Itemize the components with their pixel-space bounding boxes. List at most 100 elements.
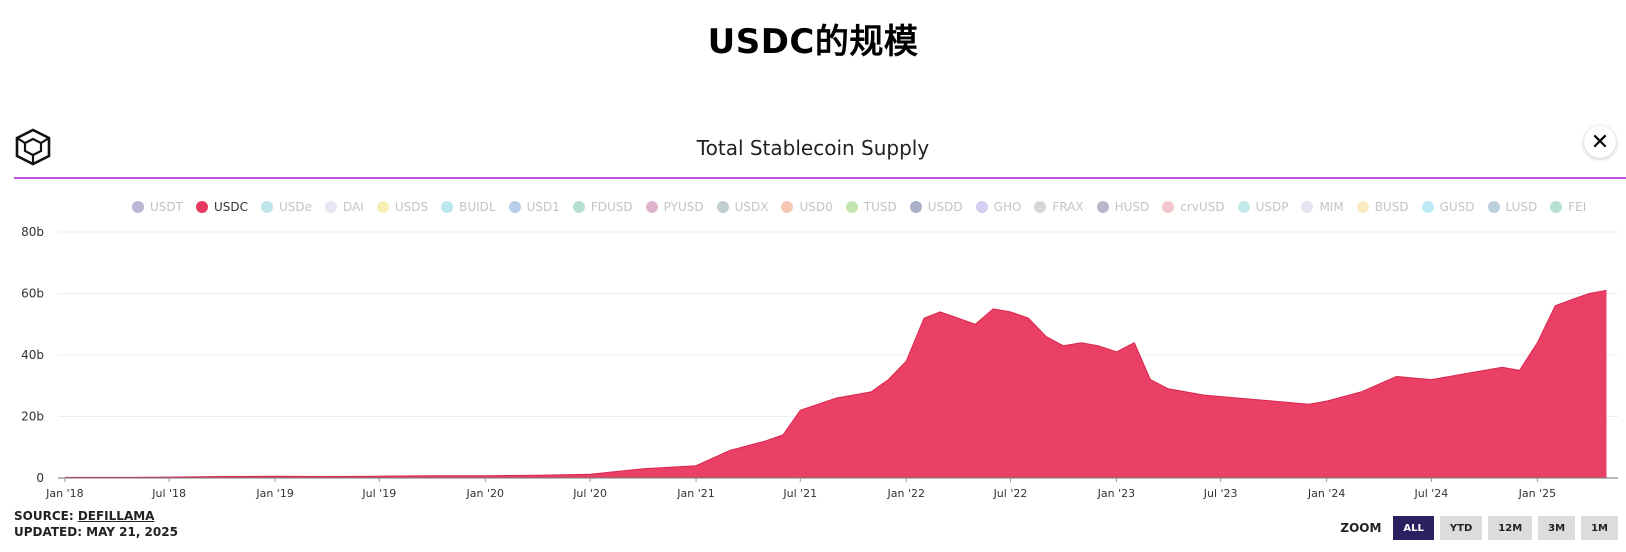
- legend-item-usd1[interactable]: USD1: [508, 200, 560, 214]
- legend-dot: [132, 201, 144, 213]
- legend-item-lusd[interactable]: LUSD: [1487, 200, 1537, 214]
- legend-dot: [195, 201, 208, 213]
- legend-label: MIM: [1319, 200, 1344, 214]
- legend-label: FRAX: [1052, 200, 1084, 214]
- x-tick-label: Jan '18: [45, 487, 83, 500]
- legend-item-busd[interactable]: BUSD: [1356, 200, 1409, 214]
- legend-dot: [645, 201, 658, 213]
- x-tick-label: Jan '20: [466, 487, 504, 500]
- legend-label: FDUSD: [590, 200, 633, 214]
- legend-item-gho[interactable]: GHO: [975, 200, 1022, 214]
- x-tick-label: Jan '25: [1518, 487, 1556, 500]
- y-tick-label: 0: [36, 471, 44, 485]
- chart-legend: USDT USDC USDe DAI USDS BUIDL USD1 FDUSD PYUSD US…: [132, 200, 1586, 214]
- legend-dot: [1487, 201, 1500, 213]
- legend-label: USDe: [279, 200, 313, 214]
- legend-item-fei[interactable]: FEI: [1550, 200, 1586, 214]
- x-tick-label: Jan '23: [1097, 487, 1135, 500]
- x-tick-label: Jul '19: [361, 487, 396, 500]
- legend-item-buidl[interactable]: BUIDL: [441, 200, 496, 214]
- legend-item-usdt[interactable]: USDT: [132, 200, 183, 214]
- legend-dot: [975, 201, 988, 213]
- x-tick-label: Jan '24: [1307, 487, 1345, 500]
- legend-item-usdd[interactable]: USDD: [909, 200, 963, 214]
- source-label: SOURCE:: [14, 509, 74, 523]
- close-icon: ✕: [1590, 129, 1610, 155]
- legend-label: TUSD: [863, 200, 897, 214]
- legend-dot: [261, 201, 274, 213]
- zoom-1m-button[interactable]: 1M: [1581, 516, 1618, 540]
- legend-label: USDP: [1255, 200, 1289, 214]
- legend-dot: [716, 201, 729, 213]
- x-tick-label: Jan '21: [676, 487, 714, 500]
- y-tick-label: 80b: [21, 225, 44, 239]
- legend-label: GUSD: [1439, 200, 1475, 214]
- legend-dot: [1096, 201, 1109, 213]
- legend-label: BUSD: [1374, 200, 1409, 214]
- legend-item-crvusd[interactable]: crvUSD: [1162, 200, 1225, 214]
- usdc-supply-area-chart: 0 20b 40b 60b 80b Jan '18 Jul '18 Jan '19 Jul '1…: [21, 225, 1618, 500]
- legend-dot: [376, 201, 389, 213]
- y-tick-label: 60b: [21, 287, 44, 301]
- legend-label: USD0: [799, 200, 833, 214]
- legend-item-usdx[interactable]: USDX: [716, 200, 769, 214]
- legend-dot: [572, 201, 585, 213]
- legend-label: crvUSD: [1180, 200, 1225, 214]
- legend-item-gusd[interactable]: GUSD: [1421, 200, 1475, 214]
- chart-title: Total Stablecoin Supply: [696, 136, 930, 160]
- legend-item-usds[interactable]: USDS: [376, 200, 429, 214]
- legend-label: USDS: [394, 200, 429, 214]
- legend-item-usd0[interactable]: USD0: [781, 200, 833, 214]
- legend-dot: [845, 201, 858, 213]
- y-tick-label: 40b: [21, 348, 44, 362]
- zoom-3m-button[interactable]: 3M: [1538, 516, 1576, 540]
- title-divider: [14, 177, 1626, 179]
- x-tick-label: Jul '21: [782, 487, 817, 500]
- legend-label: HUSD: [1114, 200, 1150, 214]
- legend-item-usde[interactable]: USDe: [261, 200, 312, 214]
- legend-label: GHO: [993, 200, 1022, 214]
- usdc-area: [64, 290, 1607, 478]
- legend-label: USD1: [526, 200, 560, 214]
- close-button[interactable]: ✕: [1584, 126, 1616, 158]
- legend-item-fdusd[interactable]: FDUSD: [572, 200, 633, 214]
- legend-dot: [1162, 201, 1175, 213]
- legend-dot: [1356, 201, 1369, 213]
- legend-item-mim[interactable]: MIM: [1301, 200, 1344, 214]
- usdc-series-line: [64, 289, 1607, 478]
- legend-dot: [1550, 201, 1563, 213]
- zoom-controls: ZOOM ALL YTD 12M 3M 1M: [1340, 516, 1618, 540]
- legend-item-usdc[interactable]: USDC: [195, 200, 249, 214]
- x-tick-label: Jan '22: [886, 487, 924, 500]
- legend-dot: [325, 201, 338, 213]
- zoom-ytd-button[interactable]: YTD: [1439, 516, 1483, 540]
- updated-date: UPDATED: MAY 21, 2025: [14, 525, 178, 539]
- legend-label: USDX: [734, 200, 769, 214]
- legend-item-husd[interactable]: HUSD: [1096, 200, 1150, 214]
- page-title: USDC的规模: [707, 22, 919, 62]
- legend-item-tusd[interactable]: TUSD: [845, 200, 897, 214]
- legend-item-frax[interactable]: FRAX: [1034, 200, 1084, 214]
- legend-label: PYUSD: [663, 200, 704, 214]
- legend-label: USDC: [213, 200, 249, 214]
- zoom-all-button[interactable]: ALL: [1393, 516, 1434, 540]
- x-tick-label: Jul '24: [1414, 487, 1449, 500]
- legend-dot: [1301, 201, 1314, 213]
- legend-label: USDT: [150, 200, 183, 214]
- legend-dot: [508, 201, 521, 213]
- zoom-12m-button[interactable]: 12M: [1488, 516, 1533, 540]
- legend-dot: [1237, 201, 1250, 213]
- legend-label: FEI: [1568, 200, 1587, 214]
- source-link[interactable]: DEFILLAMA: [77, 509, 155, 523]
- cube-logo-icon: [15, 128, 51, 166]
- legend-label: DAI: [343, 200, 364, 214]
- legend-dot: [909, 201, 922, 213]
- x-tick-label: Jul '18: [151, 487, 186, 500]
- legend-label: USDD: [927, 200, 963, 214]
- legend-item-usdp[interactable]: USDP: [1237, 200, 1289, 214]
- legend-item-pyusd[interactable]: PYUSD: [645, 200, 704, 214]
- y-tick-label: 20b: [21, 410, 44, 424]
- legend-item-dai[interactable]: DAI: [325, 200, 364, 214]
- legend-label: BUIDL: [459, 200, 496, 214]
- x-tick-label: Jul '23: [1203, 487, 1238, 500]
